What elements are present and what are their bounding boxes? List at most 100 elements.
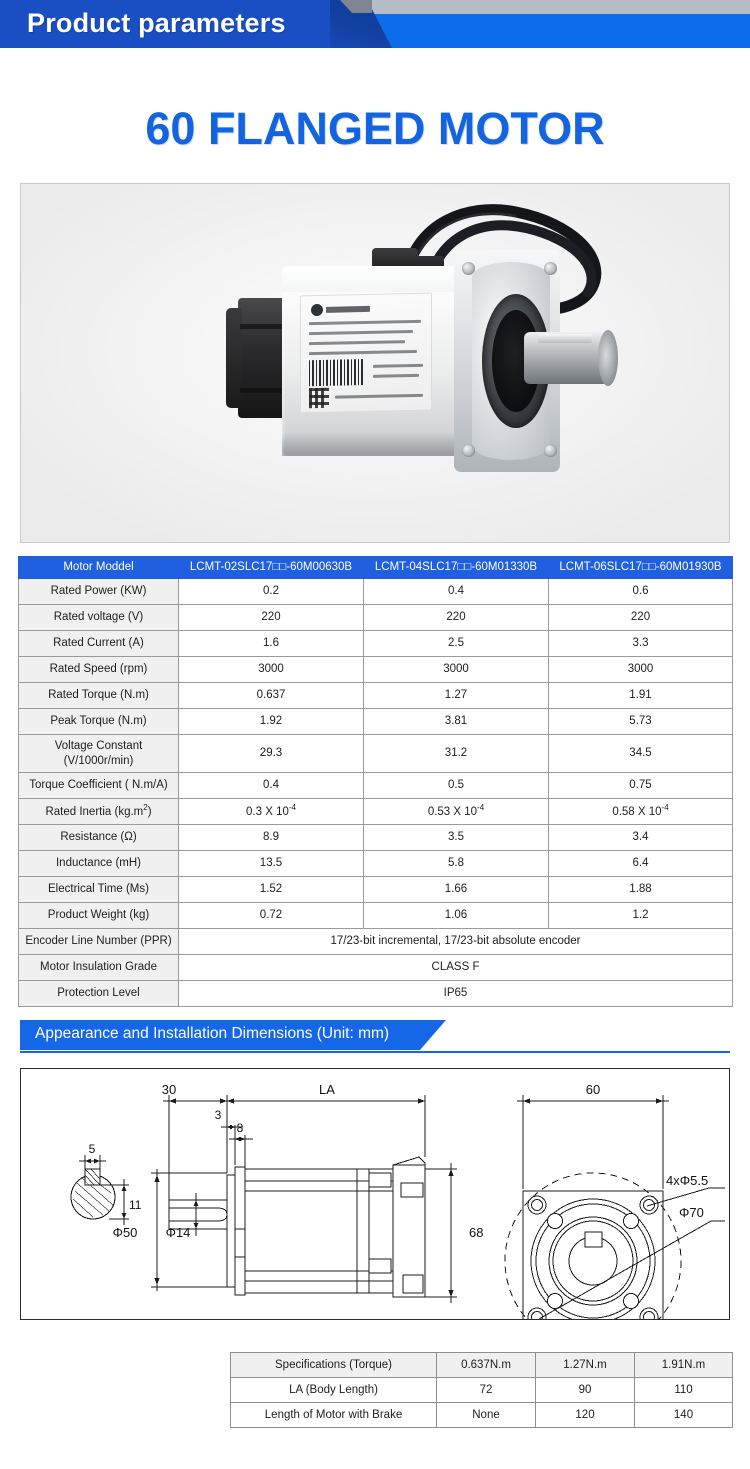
row-label: Resistance (Ω) <box>18 824 179 851</box>
dim-30-label: 30 <box>162 1082 176 1097</box>
motor-shaft-tip <box>598 330 618 386</box>
cell-value: 5.8 <box>363 850 549 877</box>
dimensions-banner-bar <box>20 1020 420 1050</box>
table-row: Rated Current (A) 1.6 2.5 3.3 <box>18 630 733 657</box>
cell-value: 220 <box>548 604 733 631</box>
motor-encoder-housing <box>238 298 290 418</box>
dim-key5-label: 5 <box>89 1142 96 1156</box>
brand-wordmark <box>326 305 370 313</box>
motor-front-view <box>504 1172 682 1319</box>
product-photo-panel <box>20 183 730 543</box>
cell-value: 1.92 <box>178 708 364 735</box>
dim-holes-label: 4xΦ5.5 <box>666 1173 708 1188</box>
row-label: Peak Torque (N.m) <box>18 708 179 735</box>
column-header-model-3: LCMT-06SLC17□□-60M01930B <box>548 556 733 579</box>
table-row: Rated Inertia (kg.m2) 0.3 X 10-4 0.53 X … <box>18 798 733 825</box>
table-row-merged: Protection Level IP65 <box>18 980 733 1007</box>
label-text-line <box>309 319 421 326</box>
column-header-model-2: LCMT-04SLC17□□-60M01330B <box>363 556 549 579</box>
label-text-line <box>373 363 423 368</box>
row-label: Length of Motor with Brake <box>230 1402 437 1428</box>
motor-side-view <box>168 1156 426 1298</box>
dim-LA-label: LA <box>319 1082 335 1097</box>
table-row: Rated voltage (V) 220 220 220 <box>18 604 733 631</box>
dim-dia50-label: Φ50 <box>113 1225 138 1240</box>
motor-nameplate-label <box>300 292 432 414</box>
cell-value: 3.81 <box>363 708 549 735</box>
row-label: Voltage Constant (V/1000r/min) <box>18 734 179 773</box>
cell-value: 3000 <box>548 656 733 683</box>
column-header-torque-2: 1.27N.m <box>535 1352 635 1378</box>
cell-value: 72 <box>436 1377 536 1403</box>
dim-68-label: 68 <box>469 1225 483 1240</box>
cell-value: None <box>436 1402 536 1428</box>
cell-value: 3000 <box>178 656 364 683</box>
banner-title: Product parameters <box>27 8 286 38</box>
motor-body-shadow <box>282 432 458 456</box>
banner-gray-strip <box>352 0 750 14</box>
table-row: Resistance (Ω) 8.9 3.5 3.4 <box>18 824 733 851</box>
dimensions-banner-title: Appearance and Installation Dimensions (… <box>35 1025 390 1042</box>
table-row: Length of Motor with Brake None 120 140 <box>230 1402 733 1428</box>
cell-value: 0.637 <box>178 682 364 709</box>
cell-value: 140 <box>634 1402 733 1428</box>
cell-value: 0.2 <box>178 578 364 605</box>
cell-value: 0.4 <box>178 772 364 799</box>
row-label: Motor Insulation Grade <box>18 954 179 981</box>
dimensions-banner-tip <box>420 1020 446 1050</box>
dim-3-label: 3 <box>215 1108 222 1122</box>
column-header-model-1: LCMT-02SLC17□□-60M00630B <box>178 556 364 579</box>
flange-screw <box>544 444 557 457</box>
flange-screw <box>544 262 557 275</box>
cell-value: 0.53 X 10-4 <box>363 798 549 825</box>
cell-value: 0.6 <box>548 578 733 605</box>
table-row: Inductance (mH) 13.5 5.8 6.4 <box>18 850 733 877</box>
column-header-model: Motor Moddel <box>18 556 179 579</box>
dimensions-banner-underline <box>20 1051 730 1053</box>
table-row: Rated Torque (N.m) 0.637 1.27 1.91 <box>18 682 733 709</box>
cell-value: 0.3 X 10-4 <box>178 798 364 825</box>
table-row: Rated Speed (rpm) 3000 3000 3000 <box>18 656 733 683</box>
dim-8-label: 8 <box>237 1121 244 1135</box>
barcode-icon <box>309 359 365 387</box>
row-label-line2: (V/1000r/min) <box>63 754 134 767</box>
cell-value: 90 <box>535 1377 635 1403</box>
cell-value: 1.2 <box>548 902 733 929</box>
cell-value: 110 <box>634 1377 733 1403</box>
row-label: Rated voltage (V) <box>18 604 179 631</box>
cell-value: 2.5 <box>363 630 549 657</box>
motor-encoder-rib-top <box>240 324 288 329</box>
cell-value: 0.72 <box>178 902 364 929</box>
motor-specification-table: Motor Moddel LCMT-02SLC17□□-60M00630B LC… <box>18 556 733 1007</box>
shaft-cross-section <box>70 1155 129 1225</box>
row-label: Rated Current (A) <box>18 630 179 657</box>
row-label: Encoder Line Number (PPR) <box>18 928 179 955</box>
table-row: Torque Coefficient ( N.m/A) 0.4 0.5 0.75 <box>18 772 733 799</box>
dimensions-banner: Appearance and Installation Dimensions (… <box>0 1020 750 1064</box>
table-row: Voltage Constant (V/1000r/min) 29.3 31.2… <box>18 734 733 773</box>
cell-value: 0.4 <box>363 578 549 605</box>
cell-value: 1.6 <box>178 630 364 657</box>
dim-key11-label: 11 <box>129 1198 142 1212</box>
label-text-line <box>335 393 423 399</box>
banner-dark-block <box>0 0 352 48</box>
cell-value: 34.5 <box>548 734 733 773</box>
table-row: Product Weight (kg) 0.72 1.06 1.2 <box>18 902 733 929</box>
product-parameters-banner: Product parameters <box>0 0 750 55</box>
motor-shaft-keyway <box>538 334 592 343</box>
flange-screw <box>462 262 475 275</box>
cell-value: 3.3 <box>548 630 733 657</box>
cell-value: 220 <box>178 604 364 631</box>
row-label: Rated Torque (N.m) <box>18 682 179 709</box>
dim-dia14-label: Φ14 <box>166 1225 191 1240</box>
cell-value: 3.5 <box>363 824 549 851</box>
cell-value: 31.2 <box>363 734 549 773</box>
cell-value: 1.52 <box>178 876 364 903</box>
cell-value-merged: CLASS F <box>178 954 733 981</box>
dim-pilot-label: Φ70 <box>679 1205 704 1220</box>
cell-value: 8.9 <box>178 824 364 851</box>
row-label: Protection Level <box>18 980 179 1007</box>
row-label: Rated Inertia (kg.m2) <box>18 798 179 825</box>
cell-value: 5.73 <box>548 708 733 735</box>
motor-encoder-rib-bottom <box>240 388 288 393</box>
